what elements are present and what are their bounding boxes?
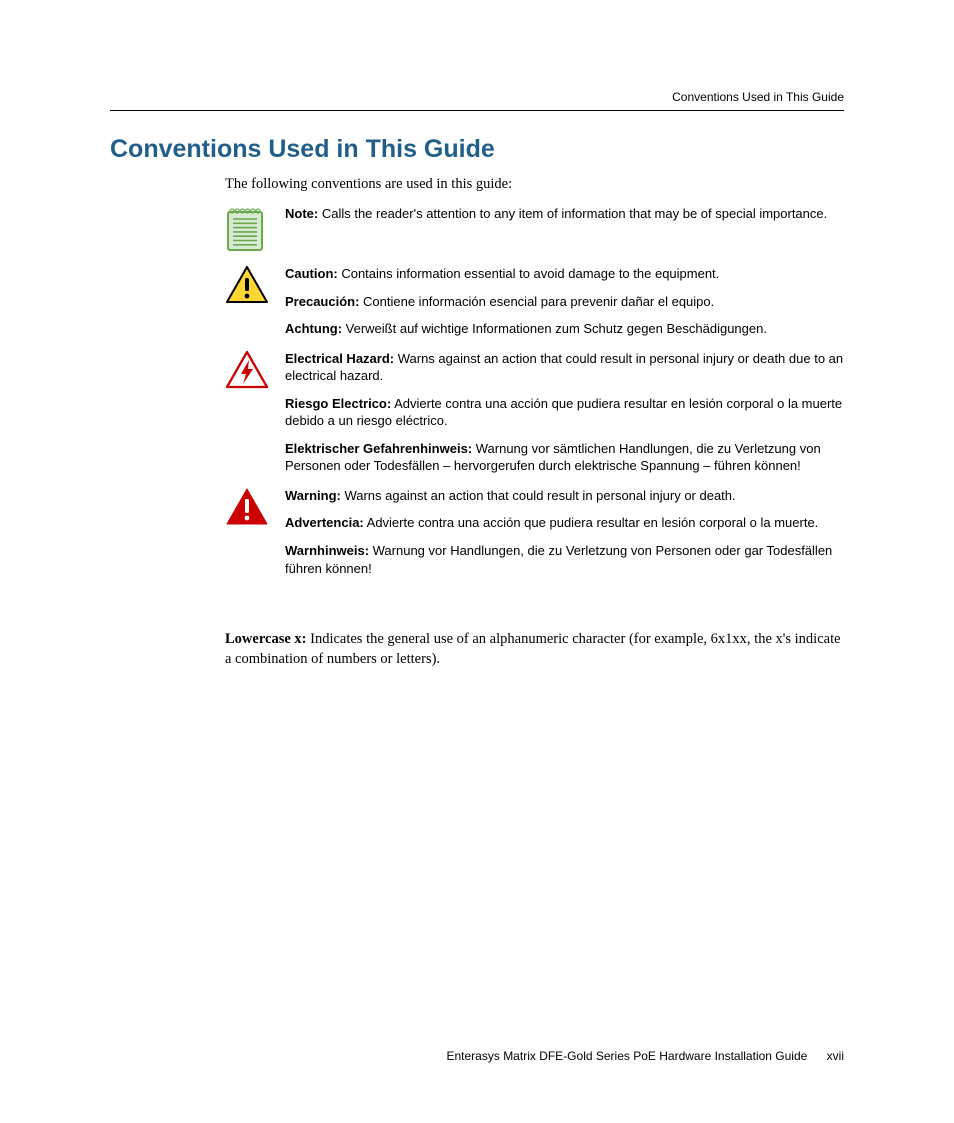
convention-item: Warning: Warns against an action that co… <box>225 487 844 577</box>
convention-text-cell: Electrical Hazard: Warns against an acti… <box>285 350 844 475</box>
convention-label: Note: <box>285 206 318 221</box>
convention-paragraph: Electrical Hazard: Warns against an acti… <box>285 350 844 385</box>
convention-paragraph: Warning: Warns against an action that co… <box>285 487 844 505</box>
convention-icon-cell <box>225 350 285 390</box>
page-title: Conventions Used in This Guide <box>110 135 495 164</box>
convention-text: Contiene información esencial para preve… <box>359 294 714 309</box>
electrical-hazard-icon <box>225 350 269 390</box>
convention-label: Achtung: <box>285 321 342 336</box>
convention-icon-cell <box>225 487 285 527</box>
convention-paragraph: Precaución: Contiene información esencia… <box>285 293 844 311</box>
convention-paragraph: Advertencia: Advierte contra una acción … <box>285 514 844 532</box>
convention-icon-cell <box>225 205 285 253</box>
convention-text-cell: Note: Calls the reader's attention to an… <box>285 205 844 223</box>
convention-text-cell: Caution: Contains information essential … <box>285 265 844 338</box>
convention-label: Electrical Hazard: <box>285 351 394 366</box>
convention-label: Elektrischer Gefahrenhinweis: <box>285 441 472 456</box>
convention-text: Contains information essential to avoid … <box>338 266 720 281</box>
convention-label: Warning: <box>285 488 341 503</box>
convention-label: Precaución: <box>285 294 359 309</box>
convention-label: Riesgo Electrico: <box>285 396 391 411</box>
convention-paragraph: Achtung: Verweißt auf wichtige Informati… <box>285 320 844 338</box>
intro-text: The following conventions are used in th… <box>225 175 844 194</box>
convention-item: Note: Calls the reader's attention to an… <box>225 205 844 253</box>
convention-text: Warns against an action that could resul… <box>341 488 736 503</box>
convention-text-cell: Warning: Warns against an action that co… <box>285 487 844 577</box>
convention-label: Warnhinweis: <box>285 543 369 558</box>
convention-icon-cell <box>225 265 285 305</box>
convention-item: Electrical Hazard: Warns against an acti… <box>225 350 844 475</box>
conventions-list: Note: Calls the reader's attention to an… <box>225 205 844 589</box>
convention-text: Verweißt auf wichtige Informationen zum … <box>342 321 767 336</box>
convention-text: Advierte contra una acción que pudiera r… <box>364 515 819 530</box>
note-icon <box>225 205 265 253</box>
convention-paragraph: Caution: Contains information essential … <box>285 265 844 283</box>
convention-paragraph: Elektrischer Gefahrenhinweis: Warnung vo… <box>285 440 844 475</box>
footer: Enterasys Matrix DFE-Gold Series PoE Har… <box>447 1049 845 1063</box>
footer-page-number: xvii <box>827 1049 844 1063</box>
convention-item: Caution: Contains information essential … <box>225 265 844 338</box>
caution-icon <box>225 265 269 305</box>
page: Conventions Used in This Guide Conventio… <box>0 0 954 1123</box>
warning-icon <box>225 487 269 527</box>
convention-paragraph: Warnhinweis: Warnung vor Handlungen, die… <box>285 542 844 577</box>
header-section-title: Conventions Used in This Guide <box>672 90 844 104</box>
header-rule <box>110 110 844 111</box>
lowercase-x-label: Lowercase x: <box>225 631 306 647</box>
convention-label: Caution: <box>285 266 338 281</box>
convention-paragraph: Note: Calls the reader's attention to an… <box>285 205 844 223</box>
lowercase-x-text: Indicates the general use of an alphanum… <box>225 631 841 667</box>
lowercase-x-paragraph: Lowercase x: Indicates the general use o… <box>225 630 844 669</box>
convention-text: Calls the reader's attention to any item… <box>318 206 827 221</box>
convention-paragraph: Riesgo Electrico: Advierte contra una ac… <box>285 395 844 430</box>
footer-doc-title: Enterasys Matrix DFE-Gold Series PoE Har… <box>447 1049 808 1063</box>
convention-label: Advertencia: <box>285 515 364 530</box>
